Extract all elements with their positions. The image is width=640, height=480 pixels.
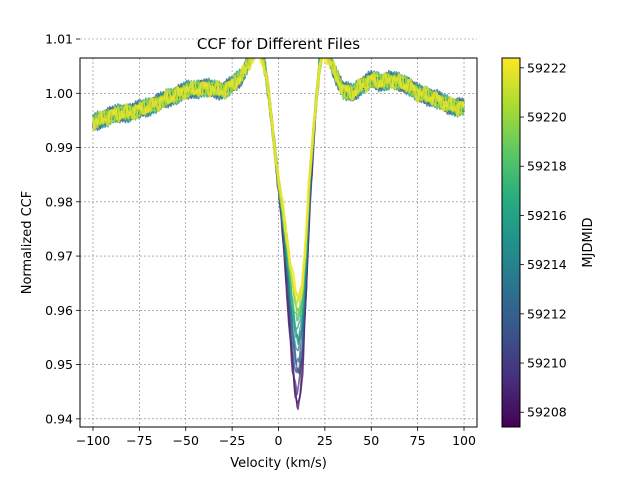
y-tick-label: 0.98: [45, 194, 73, 209]
colorbar-tick-label: 59216: [527, 208, 567, 223]
y-tick-label: 1.01: [45, 32, 73, 47]
colorbar-tick-label: 59214: [527, 257, 567, 272]
colorbar-tick-label: 59210: [527, 356, 567, 371]
series-line: [92, 58, 465, 301]
grid: [80, 38, 477, 427]
colorbar-tick-label: 59208: [527, 405, 567, 420]
y-axis: 0.94 0.95 0.96 0.97 0.98 0.99 1.00 1.01: [45, 32, 80, 426]
x-axis-label: Velocity (km/s): [230, 456, 327, 471]
colorbar: [501, 57, 521, 428]
colorbar-tick-label: 59218: [527, 159, 567, 174]
x-tick-label: 0: [275, 433, 283, 448]
x-tick-label: −75: [126, 433, 152, 448]
x-tick-label: 50: [363, 433, 379, 448]
chart-title: CCF for Different Files: [197, 35, 360, 53]
colorbar-tick-label: 59220: [527, 110, 567, 125]
colorbar-tick-label: 59212: [527, 306, 567, 321]
x-tick-label: 75: [410, 433, 426, 448]
colorbar-axis: 59208 59210 59212 59214 59216 59218 59220 59222: [520, 60, 567, 420]
series-line: [92, 58, 466, 303]
x-tick-label: −100: [76, 433, 110, 448]
y-tick-label: 0.94: [45, 411, 73, 426]
y-tick-label: 0.97: [45, 249, 73, 264]
y-tick-label: 0.96: [45, 303, 73, 318]
colorbar-tick-label: 59222: [527, 60, 567, 75]
x-tick-label: 100: [452, 433, 476, 448]
y-tick-label: 0.95: [45, 357, 73, 372]
x-tick-label: 25: [317, 433, 333, 448]
colorbar-label: MJDMID: [581, 217, 596, 267]
x-tick-label: −50: [173, 433, 199, 448]
series-group: [92, 58, 466, 411]
y-axis-label: Normalized CCF: [20, 191, 35, 295]
y-tick-label: 1.00: [45, 86, 73, 101]
x-axis: −100 −75 −50 −25 0 25 50 75 100: [76, 427, 476, 448]
y-tick-label: 0.99: [45, 140, 73, 155]
x-tick-label: −25: [219, 433, 245, 448]
